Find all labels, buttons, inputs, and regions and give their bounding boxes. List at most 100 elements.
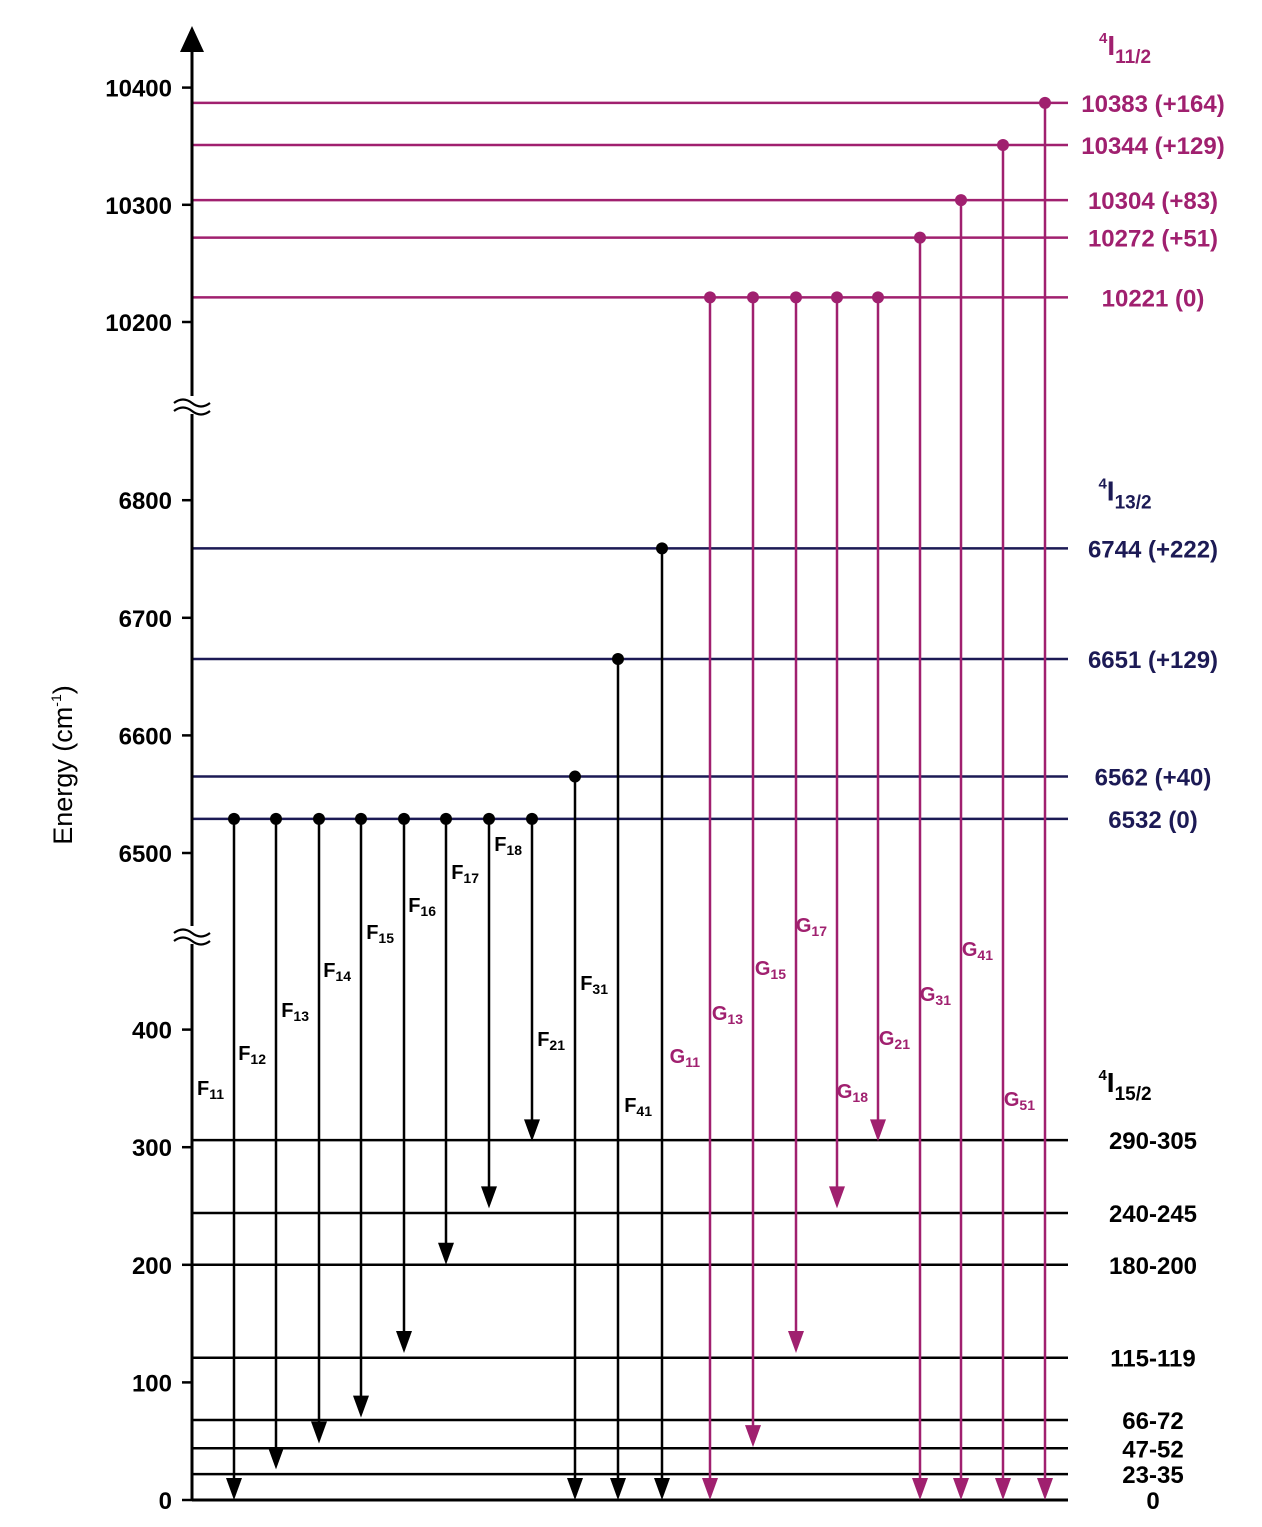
transition-sub: 17 [463,870,479,886]
transition-label: F15 [366,922,394,946]
transition-arrowhead [311,1421,327,1444]
axis-tick-label: 10200 [105,310,172,337]
transition-sub: 11 [209,1086,224,1102]
transition-letter: F [624,1095,636,1117]
level-label: 6744 (+222) [1088,536,1218,563]
transition-arrow: G21 [879,231,928,1500]
transition-sub: 11 [685,1054,700,1070]
axis-tick-label: 400 [132,1018,172,1045]
transition-arrowhead [481,1186,497,1209]
transition-arrowhead [567,1478,583,1500]
axis-arrowhead [180,26,204,52]
transition-label: G11 [670,1046,701,1070]
level-label: 0 [1146,1488,1159,1515]
manifold-sub: 11/2 [1115,47,1151,68]
manifold-sub: 13/2 [1115,492,1152,513]
transition-letter: G [712,1003,728,1025]
level-label: 10383 (+164) [1081,91,1224,118]
level-label: 66-72 [1122,1408,1183,1435]
transition-arrowhead [226,1478,242,1500]
manifold-label: 4I13/2 [1098,475,1151,513]
axis-break-icon [173,928,211,946]
transition-label: F41 [624,1095,652,1119]
transition-arrow: F18 [494,812,540,1142]
level-label: 10272 (+51) [1088,226,1218,253]
transition-label: G15 [755,958,786,982]
axis-tick-label: 300 [132,1135,172,1162]
level-label: 10304 (+83) [1088,188,1218,215]
transition-label: G21 [879,1028,910,1052]
transition-label: G18 [837,1081,868,1105]
transition-arrow: G31 [920,194,969,1500]
axis-title: Energy (cm-1) [48,685,78,845]
transition-label: F31 [580,973,608,997]
axis-tick-label: 6600 [119,723,172,750]
level-label: 290-305 [1109,1128,1197,1155]
transitions: F11F12F13F14F15F16F17F18F21F31F41G11G13G… [197,96,1053,1500]
transition-label: G41 [962,939,993,963]
transition-sub: 21 [549,1037,565,1053]
transition-arrow: G41 [962,139,1011,1500]
axis-tick-label: 6800 [119,488,172,515]
transition-sub: 41 [977,947,993,963]
transition-arrow: G15 [755,291,804,1353]
axis-tick-label: 200 [132,1253,172,1280]
axis-title-main: Energy (cm [48,707,78,845]
transition-arrow: G17 [796,291,845,1209]
transition-sub: 17 [811,923,827,939]
transition-arrowhead [396,1331,412,1353]
transition-arrow: F16 [408,812,454,1265]
transition-arrowhead [745,1425,761,1448]
transition-label: G13 [712,1003,743,1027]
transition-sub: 14 [335,968,351,984]
transition-sub: 15 [378,930,394,946]
transition-letter: F [238,1043,250,1065]
transition-label: G51 [1004,1089,1035,1113]
transition-label: F11 [197,1078,224,1102]
transition-arrow: F41 [624,542,670,1500]
transition-arrow: G18 [837,291,886,1142]
transition-letter: F [494,834,506,856]
transition-arrowhead [654,1478,670,1500]
manifold-letter: I [1107,1067,1115,1098]
transition-letter: G [1004,1089,1020,1111]
transition-arrowhead [870,1119,886,1142]
transition-label: F21 [537,1029,565,1053]
transition-arrowhead [353,1395,369,1418]
manifold-label: 4I11/2 [1099,30,1151,68]
transition-letter: F [366,922,378,944]
energy-axis: 10400 10300 10200 6800 6700 6600 6500 400 300 200… [105,26,1068,1515]
transition-sub: 13 [293,1008,309,1024]
transition-arrowhead [610,1478,626,1500]
axis-title-sup: -1 [48,694,64,707]
level-label: 6532 (0) [1108,807,1197,834]
transition-arrow: G11 [670,291,718,1500]
transition-arrow: F15 [366,812,412,1353]
transition-arrow: G13 [712,291,761,1448]
transition-letter: G [796,915,812,937]
transition-arrowhead [438,1242,454,1265]
transition-sub: 21 [894,1036,910,1052]
transition-arrowhead [995,1478,1011,1500]
transition-sub: 15 [770,966,786,982]
transition-arrowhead [1037,1478,1053,1500]
level-labels: 10221 (0) 10272 (+51) 10304 (+83) 10344 (+1… [1081,30,1224,1515]
level-label: 240-245 [1109,1201,1197,1228]
transition-arrow: F21 [537,770,583,1500]
transition-arrowhead [788,1331,804,1353]
transition-sub: 12 [250,1051,266,1067]
level-label: 180-200 [1109,1253,1197,1280]
manifold-letter: I [1107,475,1115,506]
transition-arrowhead [912,1478,928,1500]
energy-levels [192,101,1068,1476]
axis-tick-label: 0 [159,1488,172,1515]
axis-title-end: ) [48,685,78,694]
axis-tick-label: 6500 [119,841,172,868]
transition-letter: F [580,973,592,995]
transition-label: F13 [281,1000,309,1024]
level-label: 6562 (+40) [1095,765,1212,792]
transition-label: F17 [451,862,479,886]
transition-sub: 31 [935,992,951,1008]
axis-tick-label: 6700 [119,606,172,633]
transition-letter: F [408,895,420,917]
